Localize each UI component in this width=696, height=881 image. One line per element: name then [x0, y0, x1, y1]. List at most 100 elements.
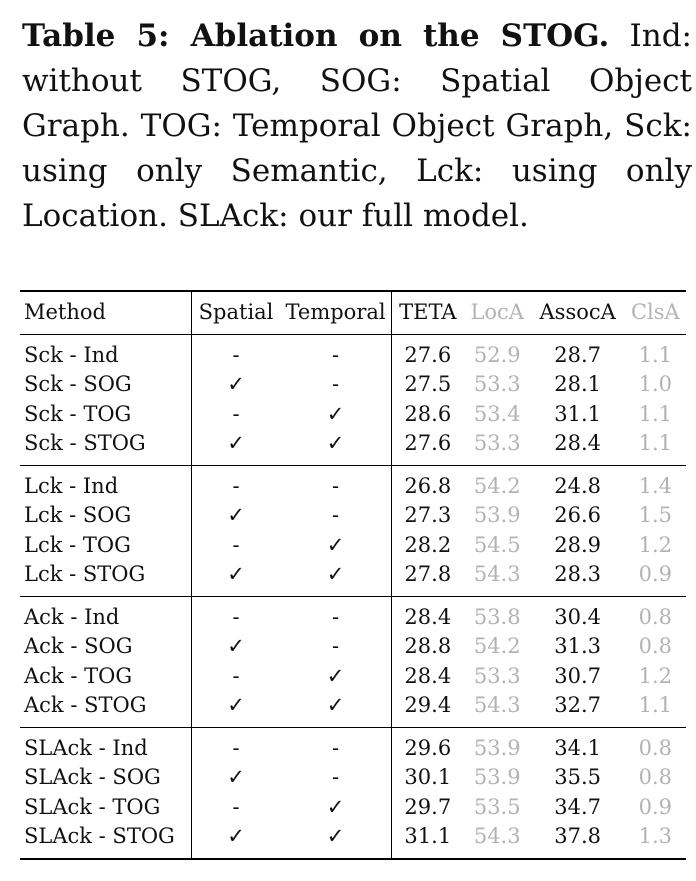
- table-row: Lck - Ind - -26.8 54.2 24.8 1.4: [20, 465, 686, 501]
- cell-method: SLAck - Ind: [24, 735, 148, 760]
- cell-teta: 29.4: [404, 693, 452, 717]
- table-group: Lck - Ind - -26.8 54.2 24.8 1.4 Lck - SOG ✓ -27.…: [20, 465, 686, 596]
- cell-assoca: 31.1: [554, 401, 602, 426]
- cell-temporal: ✓: [280, 792, 392, 822]
- cell-method: SLAck - TOG: [24, 794, 161, 819]
- cell-assoca: 32.7: [554, 693, 602, 717]
- cell-assoca: 24.8: [554, 473, 602, 498]
- cell-clsa: 0.8: [638, 735, 673, 760]
- cell-spatial: ✓: [190, 560, 281, 596]
- cell-loca: 54.2: [473, 473, 521, 498]
- table-row: SLAck - TOG - ✓ 29.7 53.5 34.7 0.9: [20, 792, 686, 822]
- cell-teta: 31.1: [404, 824, 452, 848]
- cell-spatial: -: [190, 334, 281, 370]
- cell-method: Ack - Ind: [24, 604, 120, 629]
- header-row: Method Spatial Temporal TETA LocA AssocA…: [20, 291, 686, 334]
- cell-teta: 29.7: [404, 794, 452, 819]
- cell-temporal: -: [280, 501, 392, 531]
- cell-clsa: 0.8: [638, 765, 673, 789]
- cell-clsa: 1.1: [638, 401, 673, 426]
- table-row: Ack - Ind - -28.4 53.8 30.4 0.8: [20, 596, 686, 632]
- cell-method: Ack - STOG: [24, 693, 147, 717]
- ablation-table: Method Spatial Temporal TETA LocA AssocA…: [20, 290, 686, 860]
- cell-spatial: -: [190, 399, 281, 429]
- cell-assoca: 37.8: [554, 824, 602, 848]
- table-header: Method Spatial Temporal TETA LocA AssocA…: [20, 291, 686, 334]
- table-row: Sck - STOG ✓ ✓ 27.6 53.3 28.4 1.1: [20, 429, 686, 465]
- header-assoca: AssocA: [539, 300, 616, 324]
- ablation-table-container: Method Spatial Temporal TETA LocA AssocA…: [20, 290, 686, 860]
- cell-loca: 54.3: [473, 693, 521, 717]
- cell-assoca: 35.5: [554, 765, 602, 789]
- cell-loca: 53.8: [473, 604, 521, 629]
- cell-teta: 29.6: [404, 735, 452, 760]
- cell-temporal: ✓: [280, 560, 392, 596]
- table-group: Ack - Ind - -28.4 53.8 30.4 0.8 Ack - SOG ✓ -28.…: [20, 596, 686, 727]
- cell-spatial: -: [190, 530, 281, 560]
- cell-clsa: 1.2: [638, 532, 673, 557]
- cell-teta: 28.6: [404, 401, 452, 426]
- cell-method: Lck - STOG: [24, 562, 146, 586]
- table-row: Ack - SOG ✓ -28.8 54.2 31.3 0.8: [20, 632, 686, 662]
- table-row: Ack - STOG ✓ ✓ 29.4 54.3 32.7 1.1: [20, 691, 686, 727]
- cell-loca: 53.3: [473, 663, 521, 688]
- cell-spatial: -: [190, 465, 281, 501]
- cell-clsa: 1.4: [638, 473, 673, 498]
- header-loca: LocA: [470, 300, 524, 324]
- cell-teta: 28.2: [404, 532, 452, 557]
- cell-clsa: 0.8: [638, 604, 673, 629]
- cell-method: SLAck - STOG: [24, 824, 175, 848]
- cell-clsa: 1.2: [638, 663, 673, 688]
- table-group: SLAck - Ind - -29.6 53.9 34.1 0.8 SLAck - SOG ✓…: [20, 727, 686, 859]
- cell-spatial: ✓: [190, 822, 281, 859]
- cell-teta: 28.8: [404, 634, 452, 658]
- table-caption: Table 5: Ablation on the STOG. Ind: with…: [22, 14, 692, 239]
- cell-clsa: 1.1: [638, 693, 673, 717]
- cell-temporal: -: [280, 334, 392, 370]
- table-row: Lck - SOG ✓ -27.3 53.9 26.6 1.5: [20, 501, 686, 531]
- cell-spatial: -: [190, 727, 281, 763]
- cell-teta: 27.6: [404, 431, 452, 455]
- table-row: SLAck - STOG ✓ ✓ 31.1 54.3 37.8 1.3: [20, 822, 686, 859]
- cell-temporal: ✓: [280, 822, 392, 859]
- cell-loca: 53.5: [473, 794, 521, 819]
- cell-method: Lck - Ind: [24, 473, 119, 498]
- cell-method: Sck - TOG: [24, 401, 132, 426]
- table-row: SLAck - Ind - -29.6 53.9 34.1 0.8: [20, 727, 686, 763]
- cell-loca: 54.5: [473, 532, 521, 557]
- cell-loca: 53.4: [473, 401, 521, 426]
- cell-temporal: -: [280, 727, 392, 763]
- cell-assoca: 28.4: [554, 431, 602, 455]
- cell-clsa: 1.3: [638, 824, 673, 848]
- header-spatial: Spatial: [190, 291, 281, 334]
- cell-spatial: -: [190, 661, 281, 691]
- cell-spatial: -: [190, 596, 281, 632]
- cell-temporal: ✓: [280, 429, 392, 465]
- table-row: SLAck - SOG ✓ -30.1 53.9 35.5 0.8: [20, 763, 686, 793]
- table-row: Sck - TOG - ✓ 28.6 53.4 31.1 1.1: [20, 399, 686, 429]
- cell-loca: 53.9: [473, 503, 521, 527]
- cell-assoca: 30.4: [554, 604, 602, 629]
- cell-loca: 53.3: [473, 431, 521, 455]
- cell-clsa: 0.9: [638, 794, 673, 819]
- cell-loca: 53.9: [473, 735, 521, 760]
- cell-assoca: 28.3: [554, 562, 602, 586]
- cell-temporal: ✓: [280, 661, 392, 691]
- cell-method: SLAck - SOG: [24, 765, 161, 789]
- cell-loca: 54.2: [473, 634, 521, 658]
- cell-teta: 28.4: [404, 604, 452, 629]
- cell-loca: 53.3: [473, 372, 521, 396]
- header-teta: TETA: [399, 300, 457, 324]
- header-clsa: ClsA: [630, 300, 680, 324]
- cell-clsa: 1.5: [638, 503, 673, 527]
- cell-assoca: 34.1: [554, 735, 602, 760]
- cell-spatial: ✓: [190, 429, 281, 465]
- cell-teta: 28.4: [404, 663, 452, 688]
- cell-temporal: -: [280, 763, 392, 793]
- cell-temporal: ✓: [280, 691, 392, 727]
- cell-loca: 52.9: [473, 342, 521, 367]
- header-temporal: Temporal: [280, 291, 392, 334]
- cell-assoca: 34.7: [554, 794, 602, 819]
- cell-temporal: -: [280, 632, 392, 662]
- cell-teta: 26.8: [404, 473, 452, 498]
